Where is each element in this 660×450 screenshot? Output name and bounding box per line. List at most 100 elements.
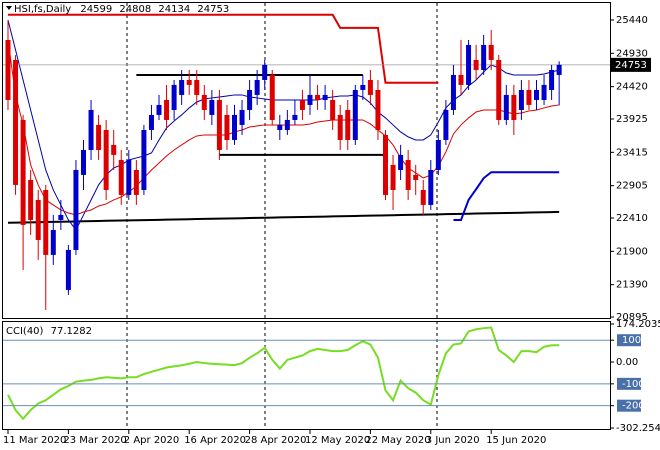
y-tick-label: 22410	[616, 213, 648, 224]
candle-body	[186, 79, 192, 85]
indicator-line	[7, 19, 560, 231]
candle-body	[50, 229, 56, 255]
candle-body	[284, 119, 290, 130]
cci-header: CCI(40) 77.1282	[6, 326, 92, 337]
candle-body	[307, 94, 313, 105]
candle-body	[315, 94, 321, 100]
candle-body	[88, 109, 94, 150]
price-plot	[3, 13, 610, 310]
candle-body	[428, 169, 434, 205]
level-box	[617, 399, 641, 412]
candle-body	[450, 74, 456, 110]
y-tick-label: 21390	[616, 280, 648, 291]
candle-body	[435, 139, 441, 170]
candle-body	[518, 89, 524, 110]
candle-body	[352, 89, 358, 140]
candle-body	[126, 159, 132, 195]
x-tick-label: 3 Jun 2020	[426, 435, 480, 446]
y-tick-label: 24930	[616, 48, 648, 59]
last-open: 24599	[80, 4, 112, 15]
period-separators	[126, 3, 438, 429]
y-tick-label: 23925	[616, 114, 648, 125]
collapse-icon	[6, 6, 12, 10]
indicator-line	[453, 171, 560, 221]
candle-body	[299, 99, 305, 110]
candle-body	[367, 79, 373, 95]
candle-body	[481, 44, 487, 70]
candle-body	[360, 84, 366, 90]
y-tick-label: -302.254	[616, 423, 660, 434]
candle-body	[28, 179, 34, 220]
y-tick-label: 174.2035	[616, 319, 660, 330]
candle-body	[398, 154, 404, 170]
candle-body	[526, 89, 532, 105]
cci-frame	[2, 321, 611, 430]
x-tick-label: 12 May 2020	[305, 435, 370, 446]
indicator-line	[7, 210, 560, 224]
x-tick-label: 11 Mar 2020	[3, 435, 66, 446]
candle-body	[413, 174, 419, 180]
y-tick-label: 23415	[616, 147, 648, 158]
candle-body	[216, 99, 222, 150]
candle-body	[141, 129, 147, 190]
candle-body	[337, 114, 343, 140]
cci-line	[7, 326, 560, 421]
candle-body	[390, 164, 396, 190]
y-tick-label: 100	[622, 335, 641, 346]
candle-body	[556, 64, 562, 75]
candle-body	[164, 99, 170, 120]
candle-body	[466, 44, 472, 85]
cci-plot	[7, 326, 560, 421]
candle-body	[111, 144, 117, 155]
candle-body	[549, 69, 555, 90]
x-tick-label: 2 Apr 2020	[124, 435, 179, 446]
x-tick-label: 15 Jun 2020	[486, 435, 546, 446]
candle-body	[81, 149, 86, 175]
candle-body	[383, 134, 388, 195]
price-frame	[2, 2, 611, 319]
x-tick-label: 23 Mar 2020	[63, 435, 126, 446]
candle-body	[496, 59, 502, 120]
chart-title: HSI,fs,Daily	[14, 4, 71, 15]
indicator-line	[7, 39, 560, 216]
candle-body	[194, 79, 200, 95]
y-tick-label: 24420	[616, 82, 648, 93]
candle-body	[239, 109, 245, 125]
candle-body	[179, 79, 185, 95]
candle-body	[35, 199, 41, 240]
candle-body	[247, 89, 253, 110]
x-tick-label: 22 May 2020	[365, 435, 430, 446]
candle-body	[534, 89, 539, 100]
candle-body	[96, 124, 102, 150]
candle-body	[488, 44, 494, 60]
candle-body	[375, 89, 381, 130]
axes: 25440 24930 24420 23925 23415 22905 22410 21900…	[3, 15, 660, 446]
candle-body	[171, 84, 177, 110]
cci-title: CCI(40)	[6, 326, 44, 337]
last-low: 24134	[158, 4, 190, 15]
candle-body	[420, 189, 426, 205]
current-price-label: 24753	[615, 60, 647, 71]
candle-body	[503, 94, 509, 120]
candle-body	[277, 124, 283, 130]
candle-body	[13, 59, 19, 185]
candle-body	[103, 129, 109, 190]
candle-body	[330, 99, 336, 120]
candle-body	[65, 249, 71, 290]
last-close: 24753	[197, 4, 229, 15]
candle-body	[156, 104, 162, 115]
candle-body	[458, 74, 464, 85]
header: HSI,fs,Daily 24599 24808 24134 24753	[14, 4, 229, 15]
candle-body	[209, 99, 215, 115]
candle-body	[254, 79, 260, 95]
y-tick-label: 0.00	[616, 357, 638, 368]
candle-body	[322, 94, 328, 100]
cci-last: 77.1282	[51, 326, 92, 337]
candle-body	[201, 94, 207, 110]
candle-body	[405, 159, 411, 190]
level-box	[617, 377, 641, 390]
candle-body	[224, 114, 230, 140]
candle-body	[232, 114, 237, 140]
